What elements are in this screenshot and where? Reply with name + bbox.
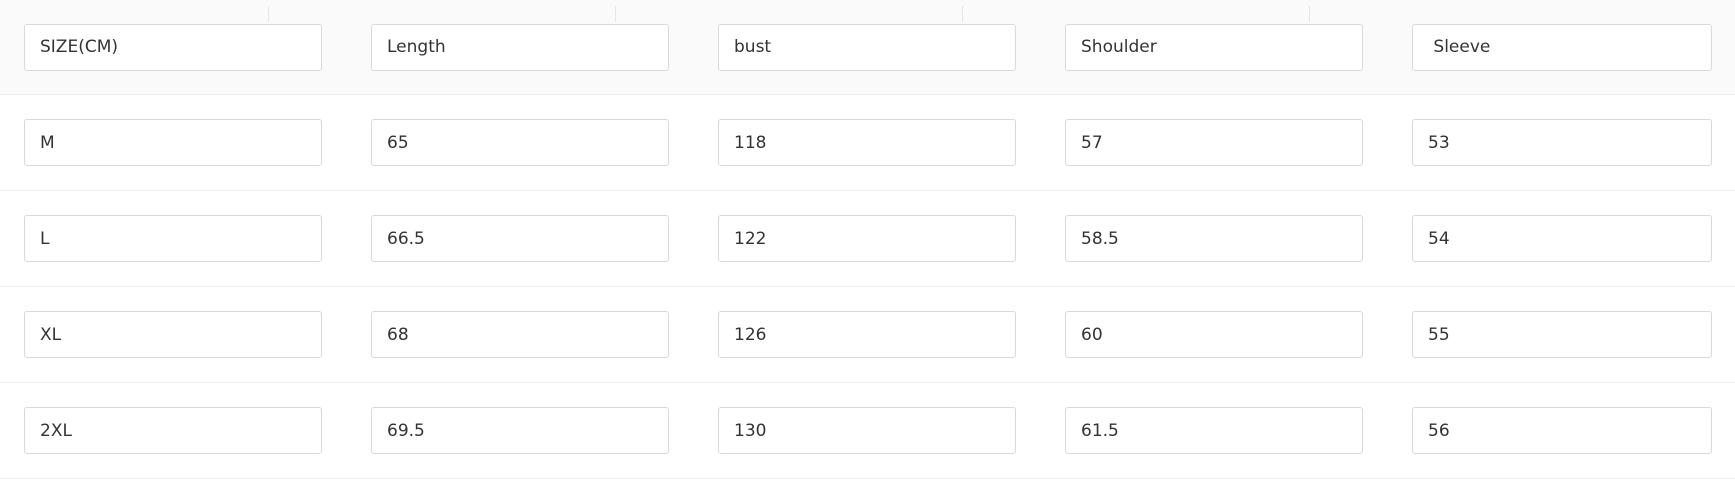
cell-text: 53 (1428, 132, 1450, 153)
column-divider[interactable] (268, 6, 269, 22)
cell-text: 60 (1081, 324, 1103, 345)
header-text: Length (387, 37, 446, 57)
header-text: Shoulder (1081, 37, 1157, 57)
table-cell: 69.5 (347, 382, 694, 479)
cell-input-sleeve[interactable]: 53 (1412, 119, 1712, 166)
table-row: 2XL 69.5 130 61.5 56 (0, 382, 1735, 479)
header-cell: Length (347, 0, 694, 95)
cell-text: 118 (734, 132, 767, 153)
column-divider[interactable] (1309, 6, 1310, 22)
cell-input-size[interactable]: M (24, 119, 322, 166)
table-cell: 130 (694, 382, 1041, 479)
table-cell: 60 (1041, 286, 1388, 383)
cell-text: 57 (1081, 132, 1103, 153)
cell-input-sleeve[interactable]: 54 (1412, 215, 1712, 262)
cell-input-length[interactable]: 66.5 (371, 215, 669, 262)
cell-input-shoulder[interactable]: 61.5 (1065, 407, 1363, 454)
table-cell: 55 (1388, 286, 1735, 383)
cell-text: 130 (734, 420, 767, 441)
header-input-bust[interactable]: bust (718, 23, 1016, 71)
cell-input-sleeve[interactable]: 55 (1412, 311, 1712, 358)
cell-text: 68 (387, 324, 409, 345)
table-cell: M (0, 94, 347, 191)
cell-text: 61.5 (1081, 420, 1119, 441)
header-text: SIZE(CM) (40, 37, 118, 57)
cell-input-size[interactable]: 2XL (24, 407, 322, 454)
cell-input-size[interactable]: L (24, 215, 322, 262)
header-cell: Shoulder (1041, 0, 1388, 95)
cell-text: XL (40, 324, 62, 345)
cell-input-bust[interactable]: 130 (718, 407, 1016, 454)
header-cell: bust (694, 0, 1041, 95)
table-cell: L (0, 190, 347, 287)
header-cell: Sleeve (1388, 0, 1735, 95)
cell-text: L (40, 228, 50, 249)
header-text: Sleeve (1428, 37, 1491, 57)
header-input-size[interactable]: SIZE(CM) (24, 23, 322, 71)
header-input-shoulder[interactable]: Shoulder (1065, 23, 1363, 71)
header-text: bust (734, 37, 772, 57)
cell-text: 65 (387, 132, 409, 153)
cell-text: 2XL (40, 420, 72, 441)
table-cell: 66.5 (347, 190, 694, 287)
cell-text: 126 (734, 324, 767, 345)
cell-text: 66.5 (387, 228, 425, 249)
cell-input-length[interactable]: 69.5 (371, 407, 669, 454)
table-cell: 118 (694, 94, 1041, 191)
cell-input-bust[interactable]: 122 (718, 215, 1016, 262)
table-cell: 65 (347, 94, 694, 191)
cell-input-bust[interactable]: 126 (718, 311, 1016, 358)
cell-text: 69.5 (387, 420, 425, 441)
cell-input-shoulder[interactable]: 58.5 (1065, 215, 1363, 262)
cell-input-bust[interactable]: 118 (718, 119, 1016, 166)
table-row: XL 68 126 60 55 (0, 286, 1735, 383)
table-cell: 122 (694, 190, 1041, 287)
column-divider[interactable] (962, 6, 963, 22)
cell-input-length[interactable]: 68 (371, 311, 669, 358)
cell-text: M (40, 132, 55, 153)
table-row: L 66.5 122 58.5 54 (0, 190, 1735, 287)
table-cell: 54 (1388, 190, 1735, 287)
header-input-length[interactable]: Length (371, 23, 669, 71)
cell-input-shoulder[interactable]: 57 (1065, 119, 1363, 166)
header-input-sleeve[interactable]: Sleeve (1412, 23, 1712, 71)
table-cell: 58.5 (1041, 190, 1388, 287)
cell-text: 54 (1428, 228, 1450, 249)
table-cell: 57 (1041, 94, 1388, 191)
table-cell: 2XL (0, 382, 347, 479)
cell-input-length[interactable]: 65 (371, 119, 669, 166)
table-cell: 56 (1388, 382, 1735, 479)
header-cell: SIZE(CM) (0, 0, 347, 95)
column-divider[interactable] (615, 6, 616, 22)
cell-text: 122 (734, 228, 767, 249)
table-cell: 61.5 (1041, 382, 1388, 479)
table-cell: 53 (1388, 94, 1735, 191)
cell-text: 56 (1428, 420, 1450, 441)
table-cell: 68 (347, 286, 694, 383)
header-row: SIZE(CM) Length bust Shoulder Sleeve (0, 0, 1735, 95)
cell-input-sleeve[interactable]: 56 (1412, 407, 1712, 454)
cell-input-size[interactable]: XL (24, 311, 322, 358)
cell-text: 55 (1428, 324, 1450, 345)
table-cell: XL (0, 286, 347, 383)
cell-text: 58.5 (1081, 228, 1119, 249)
table-row: M 65 118 57 53 (0, 94, 1735, 191)
cell-input-shoulder[interactable]: 60 (1065, 311, 1363, 358)
table-cell: 126 (694, 286, 1041, 383)
